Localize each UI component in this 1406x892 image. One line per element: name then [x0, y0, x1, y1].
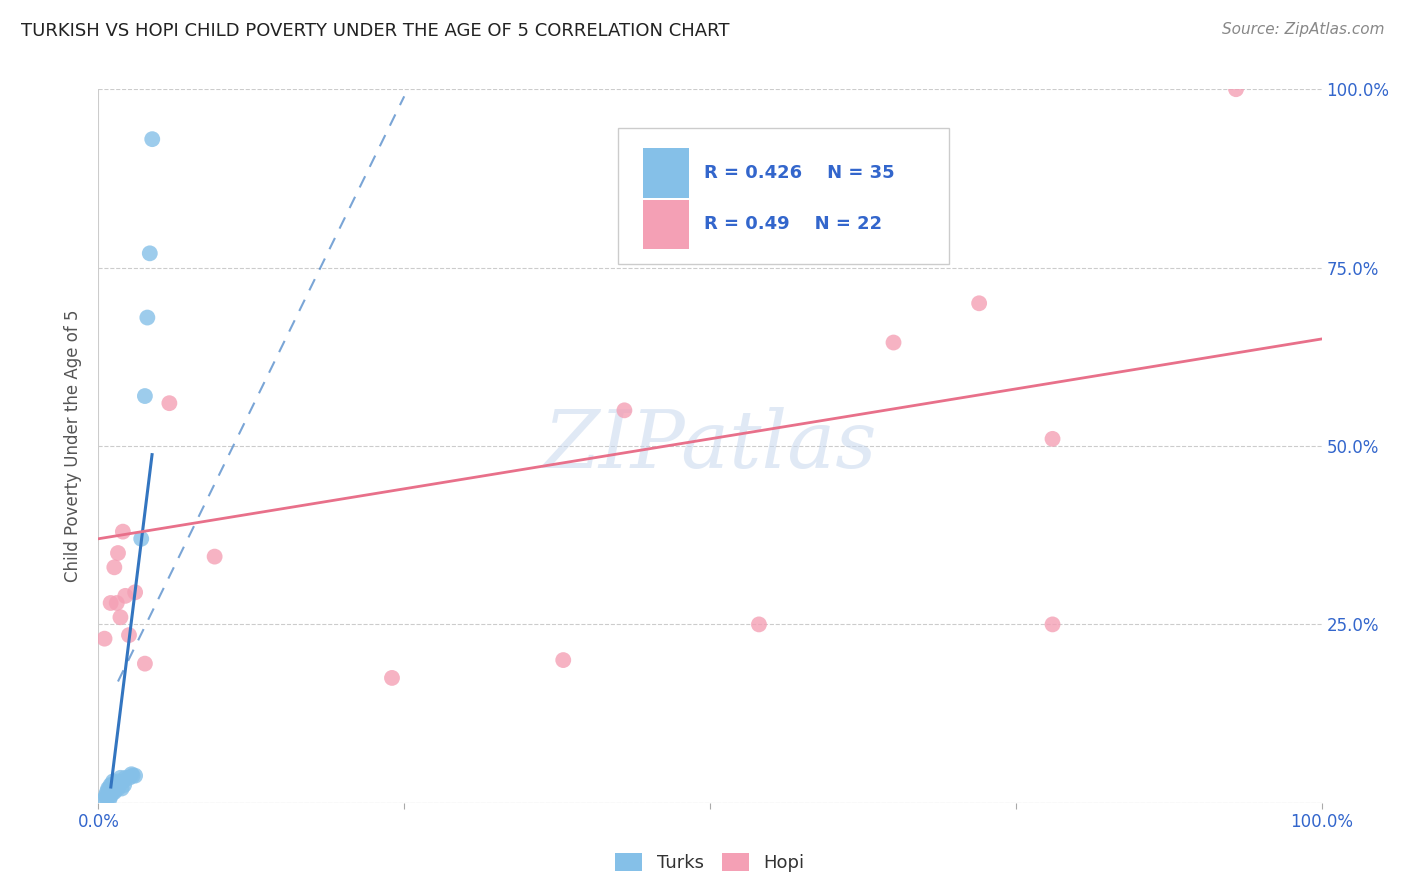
Point	[103, 560, 125, 574]
Point	[381, 671, 404, 685]
Point	[1225, 82, 1247, 96]
Point	[112, 778, 135, 792]
Legend: Turks, Hopi: Turks, Hopi	[609, 846, 811, 880]
Point	[93, 792, 115, 806]
Point	[120, 767, 142, 781]
Point	[134, 389, 156, 403]
Point	[111, 524, 134, 539]
Point	[100, 789, 122, 803]
Y-axis label: Child Poverty Under the Age of 5: Child Poverty Under the Age of 5	[65, 310, 83, 582]
Point	[101, 778, 124, 792]
Point	[111, 774, 134, 789]
Point	[204, 549, 226, 564]
Point	[121, 769, 143, 783]
Point	[748, 617, 770, 632]
Point	[93, 632, 115, 646]
Point	[96, 792, 118, 806]
Point	[1042, 617, 1064, 632]
Point	[94, 789, 117, 803]
FancyBboxPatch shape	[643, 148, 689, 198]
Point	[157, 396, 180, 410]
Point	[118, 771, 141, 785]
Point	[97, 789, 120, 803]
Point	[124, 585, 146, 599]
Point	[101, 785, 124, 799]
Text: TURKISH VS HOPI CHILD POVERTY UNDER THE AGE OF 5 CORRELATION CHART: TURKISH VS HOPI CHILD POVERTY UNDER THE …	[21, 22, 730, 40]
Point	[967, 296, 990, 310]
Point	[105, 778, 128, 792]
Point	[100, 596, 122, 610]
Point	[553, 653, 575, 667]
Point	[613, 403, 636, 417]
Text: ZIPatlas: ZIPatlas	[543, 408, 877, 484]
Point	[883, 335, 905, 350]
Point	[98, 792, 121, 806]
Point	[98, 781, 121, 796]
Point	[111, 781, 134, 796]
Point	[97, 781, 120, 796]
Point	[1042, 432, 1064, 446]
Point	[110, 610, 132, 624]
Point	[129, 532, 152, 546]
Point	[107, 774, 129, 789]
Point	[124, 769, 146, 783]
Point	[101, 774, 124, 789]
Point	[103, 778, 125, 792]
Point	[114, 589, 136, 603]
Point	[141, 132, 163, 146]
Point	[108, 778, 131, 792]
Text: Source: ZipAtlas.com: Source: ZipAtlas.com	[1222, 22, 1385, 37]
Point	[107, 546, 129, 560]
Point	[103, 785, 125, 799]
Text: R = 0.426    N = 35: R = 0.426 N = 35	[704, 164, 894, 182]
Point	[104, 781, 127, 796]
Point	[136, 310, 159, 325]
FancyBboxPatch shape	[643, 200, 689, 250]
Text: R = 0.49    N = 22: R = 0.49 N = 22	[704, 216, 882, 234]
Point	[110, 771, 132, 785]
FancyBboxPatch shape	[619, 128, 949, 264]
Point	[114, 771, 136, 785]
Point	[118, 628, 141, 642]
Point	[105, 596, 128, 610]
Point	[96, 785, 118, 799]
Point	[134, 657, 156, 671]
Point	[107, 781, 129, 796]
Point	[139, 246, 162, 260]
Point	[101, 785, 124, 799]
Point	[100, 778, 122, 792]
